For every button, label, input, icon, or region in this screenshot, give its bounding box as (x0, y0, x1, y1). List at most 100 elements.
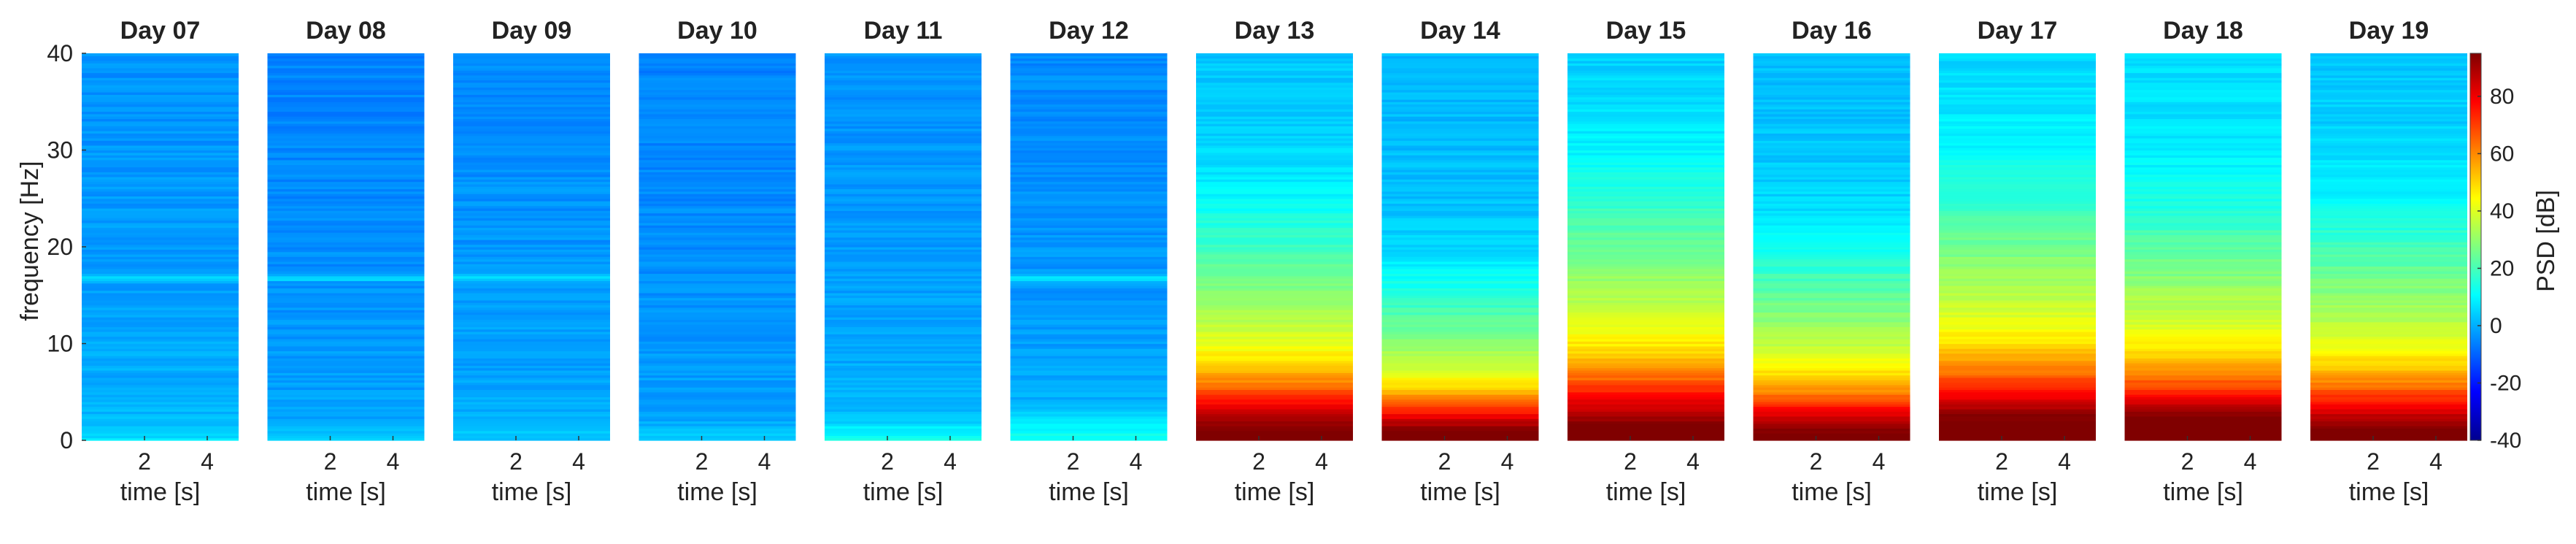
heatmap-cell (2310, 389, 2467, 393)
heatmap-cell (639, 70, 796, 74)
heatmap-cell (82, 435, 239, 439)
heatmap-cell (1196, 142, 1353, 146)
heatmap-cell (1381, 343, 1539, 347)
heatmap-cell (82, 271, 239, 275)
heatmap-cell (1010, 288, 1168, 291)
heatmap-cell (1753, 345, 1910, 349)
heatmap-cell (1567, 299, 1724, 303)
heatmap-cell (1939, 198, 2096, 202)
heatmap-cell (2124, 67, 2282, 71)
heatmap-cell (1939, 208, 2096, 211)
heatmap-cell (1753, 133, 1910, 137)
heatmap-cell (1567, 142, 1724, 146)
heatmap-cell (267, 345, 425, 349)
heatmap-cell (1753, 256, 1910, 260)
heatmap-cell (1939, 389, 2096, 393)
heatmap-cell (1567, 411, 1724, 415)
heatmap-cell (82, 89, 239, 93)
heatmap-cell (2124, 183, 2282, 187)
heatmap-cell (1939, 67, 2096, 71)
heatmap-cell (1753, 65, 1910, 69)
heatmap-cell (267, 324, 425, 327)
heatmap-cell (267, 128, 425, 131)
heatmap-cell (453, 194, 610, 197)
heatmap-cell (1381, 261, 1539, 264)
heatmap-cell (1939, 150, 2096, 153)
heatmap-cell (82, 413, 239, 417)
heatmap-cell (82, 203, 239, 207)
heatmap-cell (267, 218, 425, 221)
heatmap-cell (453, 123, 610, 126)
heatmap-cell (267, 220, 425, 223)
heatmap-cell (1010, 242, 1168, 245)
heatmap-cell (639, 77, 796, 81)
heatmap-cell (1010, 307, 1168, 310)
heatmap-cell (2124, 399, 2282, 402)
heatmap-cell (825, 356, 982, 359)
heatmap-cell (1010, 341, 1168, 345)
heatmap-cell (1010, 106, 1168, 110)
heatmap-cell (1753, 266, 1910, 269)
heatmap-cell (82, 326, 239, 330)
heatmap-cell (1567, 82, 1724, 85)
heatmap-cell (267, 310, 425, 313)
heatmap-cell (1196, 365, 1353, 369)
heatmap-cell (82, 215, 239, 218)
heatmap-cell (1381, 341, 1539, 345)
heatmap-cell (453, 205, 610, 209)
heatmap-cell (267, 142, 425, 146)
heatmap-cell (2310, 372, 2467, 376)
heatmap-cell (1753, 55, 1910, 59)
heatmap-cell (2310, 435, 2467, 439)
heatmap-cell (1196, 72, 1353, 76)
heatmap-cell (1196, 391, 1353, 395)
heatmap-cell (1196, 334, 1353, 337)
heatmap-cell (2124, 63, 2282, 66)
heatmap-cell (82, 387, 239, 391)
heatmap-cell (2124, 232, 2282, 236)
heatmap-cell (825, 58, 982, 61)
heatmap-cell (1939, 116, 2096, 120)
heatmap-cell (1939, 104, 2096, 107)
heatmap-cell (1567, 205, 1724, 209)
heatmap-cell (1753, 215, 1910, 218)
heatmap-cell (1381, 426, 1539, 429)
heatmap-cell (1753, 268, 1910, 272)
heatmap-cell (1010, 317, 1168, 320)
heatmap-cell (1381, 176, 1539, 180)
heatmap-cell (1567, 234, 1724, 238)
heatmap-cell (1567, 302, 1724, 306)
heatmap-cell (2124, 380, 2282, 383)
heatmap-cell (1381, 222, 1539, 226)
heatmap-cell (825, 258, 982, 262)
heatmap-cell (1010, 423, 1168, 426)
heatmap-cell (267, 60, 425, 64)
heatmap-cell (1753, 331, 1910, 334)
heatmap-cell (825, 372, 982, 376)
heatmap-cell (2310, 418, 2467, 422)
heatmap-cell (2310, 222, 2467, 226)
heatmap-cell (1196, 234, 1353, 238)
heatmap-cell (1196, 304, 1353, 308)
heatmap-cell (1381, 72, 1539, 76)
heatmap-cell (1010, 194, 1168, 197)
heatmap-cell (82, 345, 239, 349)
heatmap-cell (1381, 326, 1539, 330)
heatmap-cell (267, 404, 425, 407)
heatmap-cell (2310, 256, 2467, 260)
heatmap-cell (2310, 55, 2467, 59)
heatmap-cell (1010, 377, 1168, 380)
heatmap-cell (1567, 288, 1724, 291)
heatmap-cell (82, 242, 239, 245)
heatmap-cell (1753, 157, 1910, 161)
heatmap-cell (825, 278, 982, 281)
heatmap-cell (1567, 249, 1724, 253)
heatmap-cell (2310, 166, 2467, 170)
heatmap-cell (267, 365, 425, 369)
heatmap-cell (1010, 198, 1168, 202)
heatmap-cell (1010, 172, 1168, 175)
heatmap-cell (2124, 210, 2282, 214)
heatmap-cell (453, 70, 610, 74)
heatmap-cell (267, 225, 425, 229)
